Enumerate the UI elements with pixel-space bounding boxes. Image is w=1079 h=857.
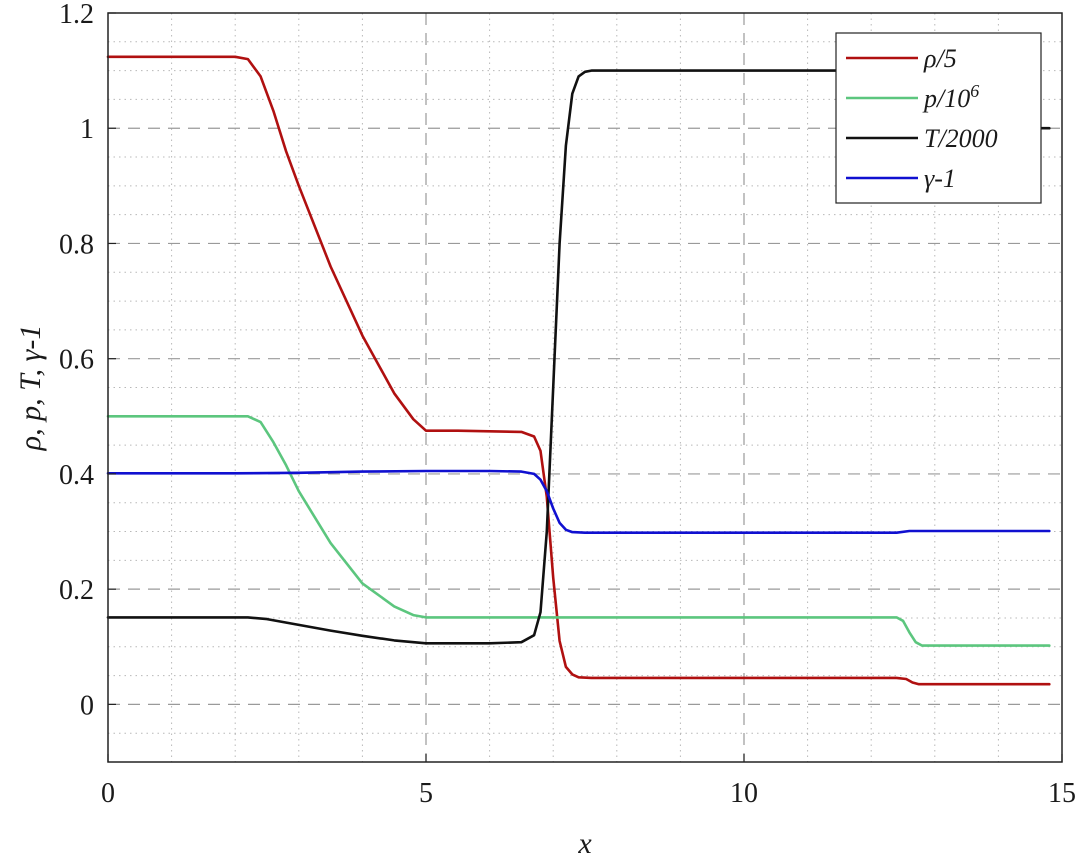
ticks: 0 5 10 15 0 0.2 0.4 0.6 0.8 1 1.2	[59, 0, 1076, 809]
series-line-3	[106, 69, 1051, 645]
y-tick-label: 0.4	[59, 460, 94, 491]
series-line-1	[106, 55, 1051, 686]
grid	[108, 13, 1062, 763]
x-tick-label: 5	[419, 778, 433, 809]
x-tick-label: 10	[730, 778, 758, 809]
x-tick-label: 15	[1048, 778, 1076, 809]
y-tick-label: 1	[80, 114, 94, 145]
x-axis-label: x	[577, 827, 592, 857]
series-line-4	[106, 469, 1051, 534]
series-line-2	[106, 415, 1051, 647]
x-tick-label: 0	[101, 778, 115, 809]
legend-superscript: 6	[970, 81, 979, 101]
y-tick-label: 0	[80, 690, 94, 721]
legend-label-3: T/2000	[924, 124, 998, 153]
legend-label-2: p/106	[922, 81, 979, 113]
y-tick-label: 0.8	[59, 229, 94, 260]
series-group	[106, 55, 1051, 686]
legend: ρ/5 p/106 T/2000 γ-1	[835, 32, 1042, 204]
y-tick-label: 0.6	[59, 345, 94, 376]
legend-box	[835, 32, 1042, 204]
y-axis-label: ρ, p, T, γ-1	[14, 325, 47, 452]
y-tick-label: 1.2	[59, 0, 94, 30]
legend-label-1: ρ/5	[923, 44, 957, 73]
legend-label-4: γ-1	[924, 164, 956, 193]
plot-frame	[107, 12, 1063, 763]
y-tick-label: 0.2	[59, 575, 94, 606]
